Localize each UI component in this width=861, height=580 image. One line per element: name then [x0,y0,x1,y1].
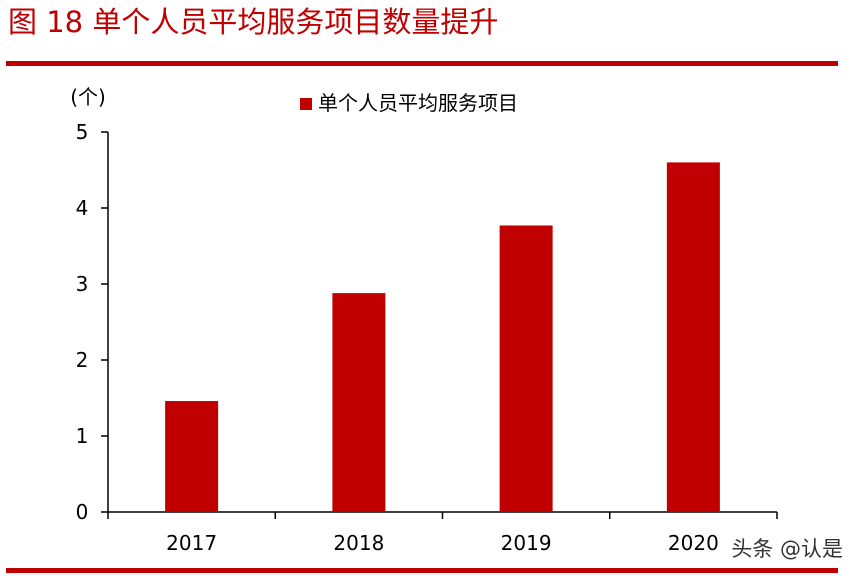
y-axis-unit-label: (个) [70,85,106,109]
legend-label: 单个人员平均服务项目 [318,91,518,115]
bars [165,162,720,513]
figure-title: 图 18 单个人员平均服务项目数量提升 [8,5,499,39]
x-tick-label: 2018 [333,531,384,555]
y-tick-label: 5 [76,120,89,144]
y-tick-label: 2 [76,348,89,372]
x-tick-label: 2017 [166,531,217,555]
title-divider [6,61,838,66]
legend-swatch [300,98,312,110]
x-tick-label: 2019 [501,531,552,555]
y-tick-label: 1 [76,424,89,448]
bar-2017 [165,401,219,512]
y-axis: 0 1 2 3 4 5 [76,120,109,524]
footer-divider [6,568,838,573]
x-axis: 2017 2018 2019 2020 [107,511,778,555]
bar-2019 [499,225,553,513]
bar-2020 [666,162,720,512]
chart-legend: 单个人员平均服务项目 [300,91,518,115]
watermark: 头条 @认是 [731,537,843,561]
y-tick-label: 3 [76,272,89,296]
x-tick-label: 2020 [668,531,719,555]
bar-2018 [332,293,386,512]
y-tick-label: 4 [76,196,89,220]
y-tick-label: 0 [76,500,89,524]
